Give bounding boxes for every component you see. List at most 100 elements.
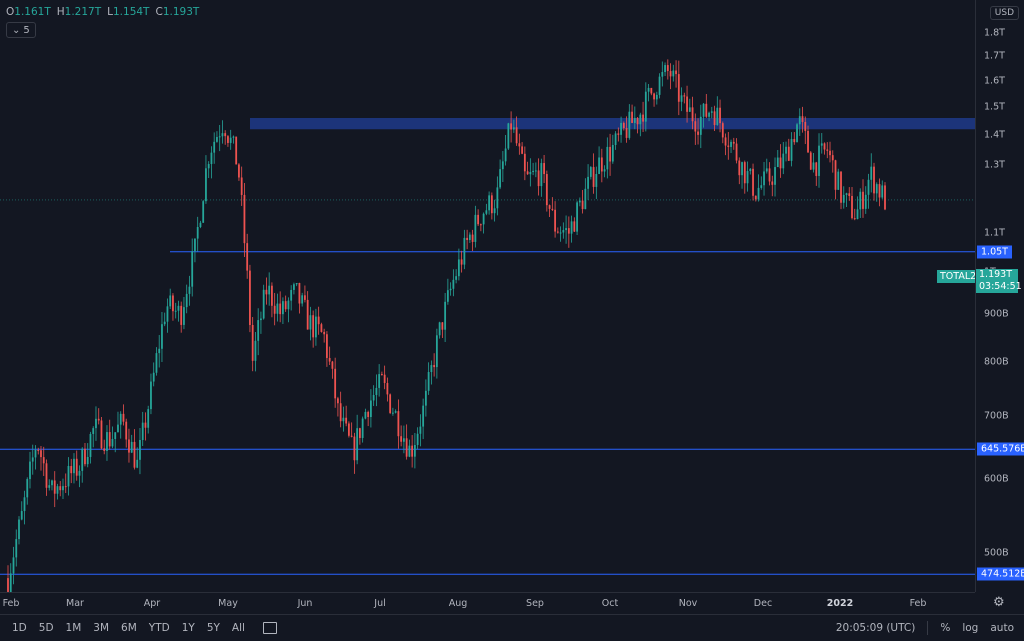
candle-body [427, 372, 430, 391]
candle-body [337, 398, 339, 404]
candle-body [727, 145, 730, 147]
candle-body [460, 259, 463, 265]
candle-body [73, 458, 75, 474]
candle-body [29, 461, 31, 480]
gear-icon[interactable]: ⚙ [993, 595, 1005, 610]
candle-body [878, 184, 881, 198]
candle-body [567, 228, 570, 234]
candle-body [691, 107, 694, 122]
candle-body [543, 163, 545, 175]
time-label: Feb [909, 598, 927, 609]
time-axis[interactable]: Feb Mar Apr May Jun Jul Aug Sep Oct Nov Dec 2022 Feb [0, 592, 975, 615]
candle-body [400, 436, 403, 442]
candle-body [474, 214, 477, 242]
candle-body [504, 148, 507, 162]
time-label: Jun [297, 598, 313, 609]
candle-body [650, 87, 653, 94]
candle-body [78, 470, 81, 476]
candle-body [191, 251, 194, 287]
candle-body [754, 195, 757, 200]
candle-body [271, 285, 273, 306]
timeframe-button[interactable]: 1D [12, 622, 27, 634]
time-label: Apr [143, 598, 161, 609]
candle-body [106, 432, 108, 451]
timeframe-button[interactable]: 6M [121, 622, 137, 634]
candle-body [433, 365, 436, 368]
candle-body [23, 497, 26, 512]
candle-body [15, 539, 18, 558]
candle-body [600, 157, 603, 172]
candle-body [545, 174, 548, 206]
time-label: Sep [526, 598, 544, 609]
candle-body [521, 146, 524, 154]
candle-body [837, 171, 840, 190]
candle-body [562, 230, 565, 233]
candle-body [818, 145, 820, 176]
candle-body [323, 331, 326, 335]
candle-body [631, 111, 633, 123]
timeframe-button[interactable]: All [231, 622, 245, 634]
timeframe-button[interactable]: 1M [65, 622, 82, 634]
currency-selector[interactable]: USD [989, 6, 1019, 20]
candlestick-chart[interactable] [0, 0, 975, 592]
candle-body [284, 301, 287, 310]
candle-body [276, 303, 279, 314]
candle-body [419, 426, 422, 434]
candle-body [490, 195, 493, 214]
candle-body [169, 295, 172, 307]
candle-body [172, 295, 174, 312]
candle-body [7, 578, 9, 592]
candle-body [587, 176, 589, 189]
candle-body [64, 486, 67, 488]
candle-body [534, 170, 537, 172]
candle-body [260, 318, 262, 321]
chart-pane[interactable]: O1.161T H1.217T L1.154T C1.193T ⌄ 5 TOTAL2 [0, 0, 980, 592]
price-axis[interactable]: USD 1.8T1.7T1.6T1.5T1.4T1.3T1.1T1T900B80… [975, 0, 1024, 592]
candle-body [213, 141, 216, 153]
candle-body [840, 171, 842, 203]
candle-body [424, 390, 427, 406]
timeframe-button[interactable]: 5D [38, 622, 54, 634]
candle-body [554, 209, 556, 232]
clock[interactable]: 20:05:09 (UTC) [835, 622, 916, 634]
candle-body [867, 179, 870, 195]
timeframe-button[interactable]: 1Y [181, 622, 195, 634]
candle-body [45, 463, 48, 488]
log-toggle[interactable]: log [962, 622, 979, 634]
timeframe-button[interactable]: 5Y [206, 622, 220, 634]
candle-body [532, 170, 535, 172]
timeframe-button[interactable]: 3M [93, 622, 110, 634]
candle-body [746, 171, 749, 184]
percent-toggle[interactable]: % [940, 622, 951, 634]
candle-body [238, 164, 240, 178]
candle-body [598, 157, 600, 174]
auto-toggle[interactable]: auto [990, 622, 1014, 634]
chevron-down-icon: ⌄ [12, 24, 21, 36]
candle-body [130, 441, 133, 453]
candle-body [312, 315, 315, 338]
indicator-collapse-button[interactable]: ⌄ 5 [6, 22, 36, 38]
candle-body [210, 152, 213, 165]
candle-body [177, 305, 180, 311]
candle-body [348, 423, 350, 436]
candle-body [677, 74, 680, 102]
candle-body [369, 400, 372, 417]
candle-body [884, 185, 886, 210]
candle-body [804, 121, 807, 131]
candle-body [702, 103, 705, 117]
candle-body [265, 289, 268, 295]
candle-body [798, 116, 801, 125]
timeframe-button[interactable]: YTD [148, 622, 170, 634]
candle-body [48, 485, 51, 488]
candle-body [548, 205, 551, 209]
candle-body [235, 136, 238, 165]
candle-body [779, 157, 782, 169]
candle-body [408, 445, 411, 457]
candle-body [776, 157, 779, 168]
candle-body [119, 413, 122, 425]
candle-body [455, 276, 458, 280]
time-label: Jul [374, 598, 386, 609]
candle-body [152, 372, 155, 382]
candle-body [496, 187, 499, 209]
calendar-range-icon[interactable] [262, 622, 277, 634]
